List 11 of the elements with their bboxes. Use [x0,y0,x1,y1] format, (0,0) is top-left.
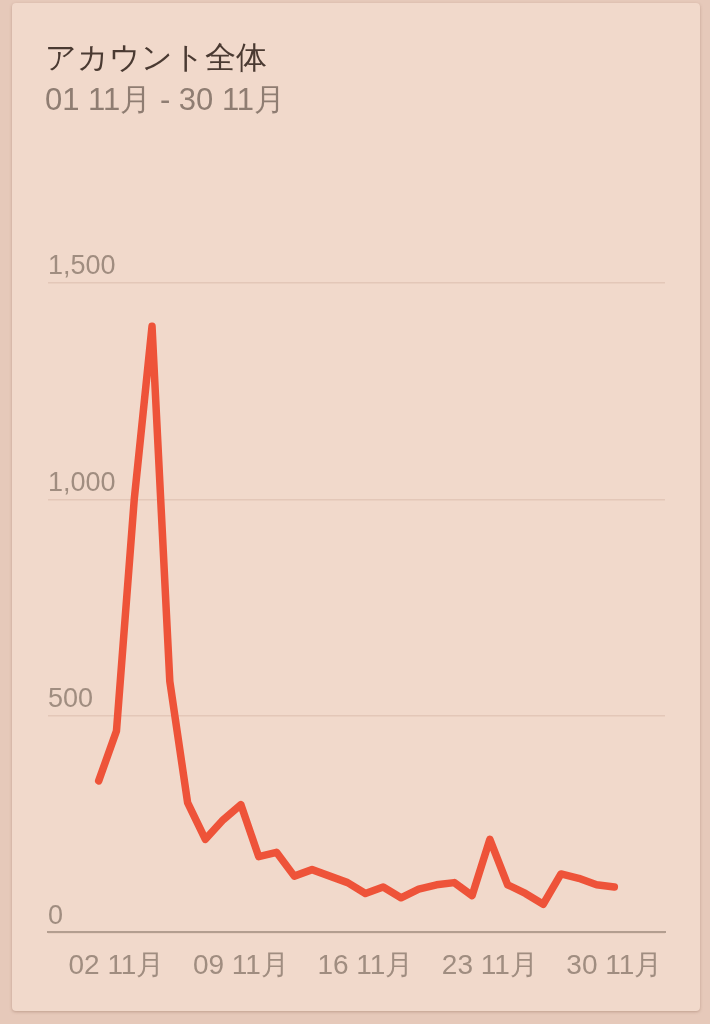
y-tick-label: 1,500 [48,250,116,281]
x-tick-label: 16 11月 [317,948,414,980]
x-tick-label: 09 11月 [192,948,289,980]
x-tick-label: 30 11月 [566,948,663,980]
x-tick-label: 02 11月 [68,948,165,980]
y-tick-label: 0 [48,899,64,930]
x-tick-label: 23 11月 [441,948,538,980]
y-tick-label: 1,000 [48,466,116,497]
y-tick-label: 500 [48,683,94,714]
chart-title: アカウント全体 [45,40,267,76]
chart-subtitle: 01 11月 - 30 11月 [45,82,286,118]
